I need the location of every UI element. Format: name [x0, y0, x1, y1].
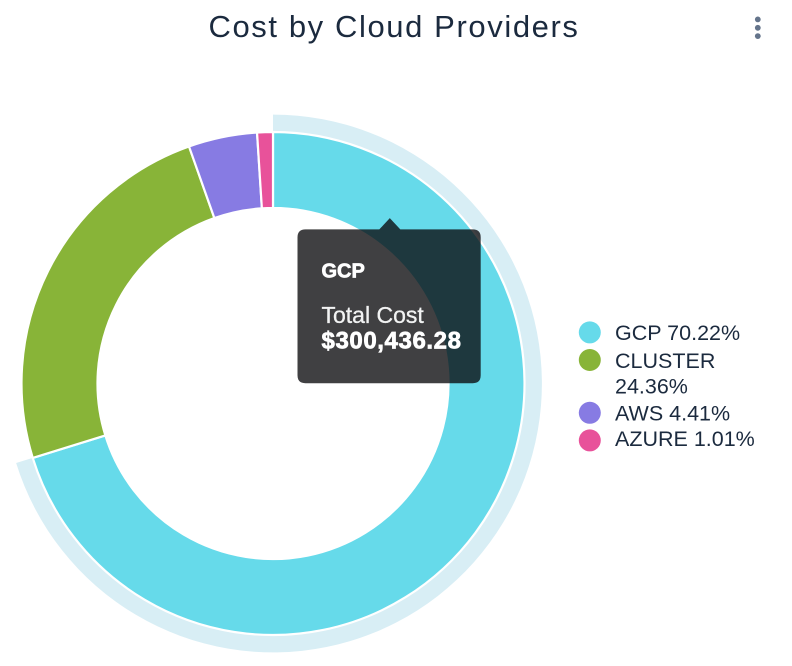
- svg-text:AZURE 1.01%: AZURE 1.01%: [615, 427, 755, 451]
- svg-text:24.36%: 24.36%: [615, 375, 688, 399]
- svg-text:AWS 4.41%: AWS 4.41%: [615, 402, 730, 426]
- svg-text:$300,436.28: $300,436.28: [322, 328, 462, 355]
- svg-text:GCP 70.22%: GCP 70.22%: [615, 321, 740, 345]
- svg-text:CLUSTER: CLUSTER: [615, 349, 715, 373]
- svg-text:Cost by Cloud Providers: Cost by Cloud Providers: [208, 9, 579, 44]
- svg-text:GCP: GCP: [322, 261, 365, 283]
- svg-text:Total Cost: Total Cost: [322, 302, 425, 328]
